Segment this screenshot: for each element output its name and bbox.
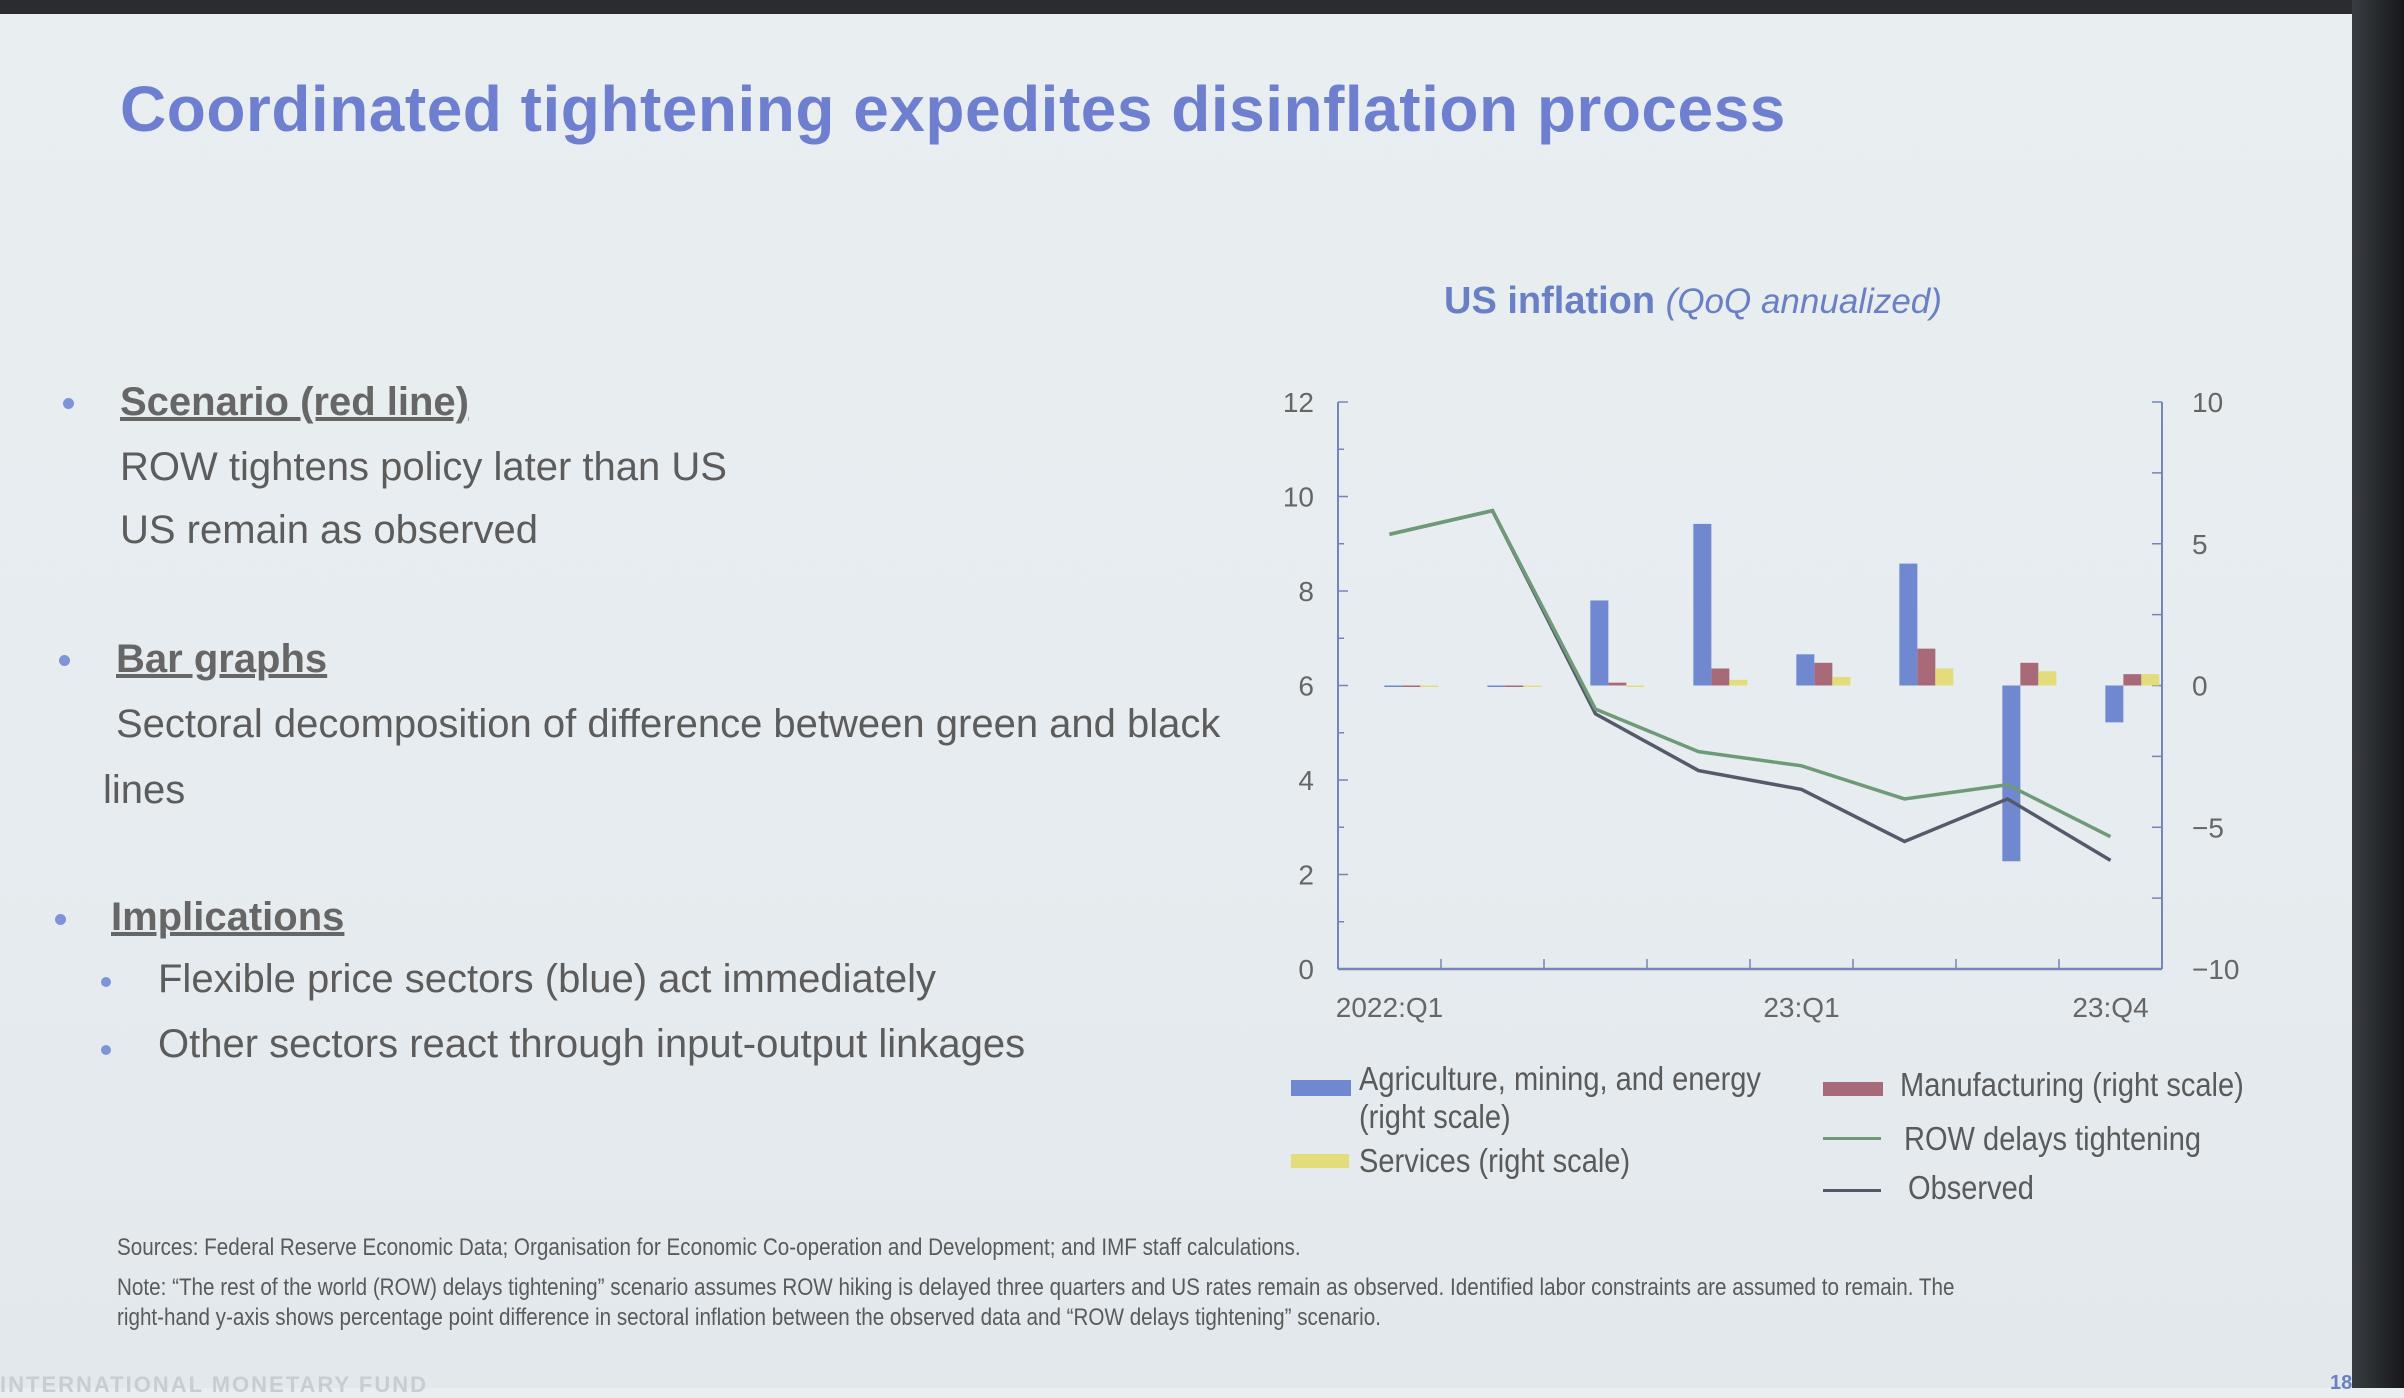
bullet-heading: Scenario (red line) (120, 380, 469, 425)
bullet-text: US remain as observed (120, 508, 538, 553)
bullet-text: Sectoral decomposition of difference bet… (116, 702, 1220, 747)
bar-manufacturing (1711, 668, 1729, 685)
right-tick-label: 10 (2192, 387, 2223, 418)
screen-right-edge (2352, 0, 2404, 1388)
bar-agriculture (1590, 600, 1608, 685)
bar-services (1420, 686, 1438, 688)
bar-services (1523, 686, 1541, 688)
left-tick-label: 2 (1298, 860, 1314, 891)
right-tick-label: 5 (2192, 529, 2208, 560)
bar-agriculture (1796, 654, 1814, 685)
chart-subtitle: (QoQ annualized) (1666, 282, 1942, 321)
sub-bullet-text: Other sectors react through input-output… (158, 1022, 1025, 1067)
bar-manufacturing (2020, 663, 2038, 686)
chart-title: US inflation (QoQ annualized) (1444, 280, 1942, 323)
bar-agriculture (2105, 686, 2123, 723)
bar-manufacturing (2123, 674, 2141, 685)
bar-manufacturing (1402, 686, 1420, 688)
bullet-text: lines (103, 768, 185, 813)
legend-swatch-row-line (1823, 1137, 1881, 1140)
legend-label-observed: Observed (1908, 1169, 2034, 1207)
left-tick-label: 4 (1298, 765, 1314, 796)
legend-label-manufacturing: Manufacturing (right scale) (1900, 1066, 2244, 1104)
bar-services (2038, 671, 2056, 685)
bar-agriculture (1899, 564, 1917, 686)
bar-manufacturing (1814, 663, 1832, 686)
bar-manufacturing (1505, 686, 1523, 688)
legend-swatch-observed-line (1823, 1189, 1881, 1192)
left-tick-label: 6 (1298, 671, 1314, 702)
bar-services (1935, 668, 1953, 685)
legend-label-services: Services (right scale) (1359, 1142, 1630, 1180)
bar-agriculture (1487, 686, 1505, 688)
x-tick-label: 23:Q4 (2072, 992, 2148, 1023)
bar-agriculture (2002, 686, 2020, 862)
legend-label-agriculture: Agriculture, mining, and energy (right s… (1359, 1060, 1817, 1136)
sub-bullet-dot (101, 1045, 111, 1055)
legend-swatch-manufacturing (1823, 1082, 1883, 1096)
bullet-dot (63, 398, 74, 409)
bullet-dot (55, 914, 66, 925)
bar-services (1832, 677, 1850, 686)
us-inflation-chart: 0 2 4 6 8 10 12 −10 −5 0 5 10 2022:Q1 23:Q1 23:Q4 (1250, 370, 2300, 1050)
legend-swatch-services (1291, 1154, 1349, 1168)
bar-agriculture (1693, 524, 1711, 686)
bullet-dot (59, 655, 70, 666)
bar-services (1626, 686, 1644, 688)
right-tick-label: −10 (2192, 954, 2240, 985)
bullet-heading: Implications (111, 895, 344, 940)
legend-label-row: ROW delays tightening (1904, 1120, 2201, 1158)
sub-bullet-dot (101, 977, 111, 987)
screen-top-edge (0, 0, 2404, 14)
sub-bullet-text: Flexible price sectors (blue) act immedi… (158, 957, 936, 1002)
x-tick-label: 23:Q1 (1763, 992, 1839, 1023)
chart-title-main: US inflation (1444, 280, 1655, 322)
bullet-heading: Bar graphs (116, 637, 327, 682)
left-tick-label: 0 (1298, 954, 1314, 985)
legend-swatch-agriculture (1291, 1080, 1351, 1096)
bar-manufacturing (1608, 683, 1626, 686)
sources-text: Sources: Federal Reserve Economic Data; … (117, 1234, 1301, 1262)
footer-org-name: INTERNATIONAL MONETARY FUND (0, 1372, 428, 1398)
left-tick-label: 8 (1298, 576, 1314, 607)
left-tick-label: 10 (1283, 482, 1314, 513)
right-tick-label: 0 (2192, 671, 2208, 702)
bar-services (2141, 674, 2159, 685)
bar-services (1729, 680, 1747, 686)
slide-title: Coordinated tightening expedites disinfl… (120, 72, 1786, 146)
bar-manufacturing (1917, 649, 1935, 686)
left-tick-label: 12 (1283, 387, 1314, 418)
x-tick-label: 2022:Q1 (1336, 992, 1443, 1023)
bullet-text: ROW tightens policy later than US (120, 445, 727, 490)
right-tick-label: −5 (2192, 812, 2224, 843)
page-number: 18 (2330, 1372, 2352, 1395)
note-text-line1: Note: “The rest of the world (ROW) delay… (117, 1274, 1954, 1302)
bar-agriculture (1384, 686, 1402, 688)
note-text-line2: right-hand y-axis shows percentage point… (117, 1304, 1381, 1332)
